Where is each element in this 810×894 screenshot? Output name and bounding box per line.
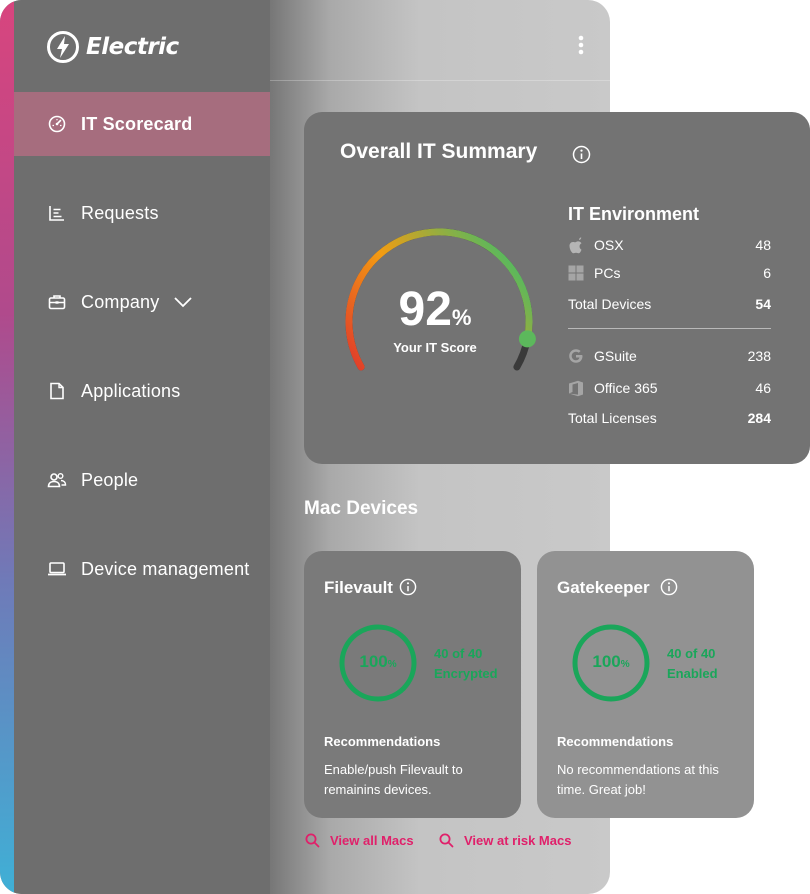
overall-it-summary-card: Overall IT Summary 92% Your IT Score IT … [304, 112, 810, 464]
sidebar-item-label: Requests [81, 202, 159, 223]
env-value: 6 [763, 265, 771, 281]
info-icon[interactable] [660, 578, 678, 596]
search-icon [305, 833, 320, 848]
filevault-progress-ring [339, 624, 417, 702]
gauge-knob [518, 330, 536, 348]
logo-text: Electric [86, 34, 179, 60]
sidebar-item-label: Applications [81, 380, 181, 401]
info-icon[interactable] [399, 578, 417, 596]
more-menu-icon[interactable] [577, 34, 585, 56]
sidebar: Electric IT Scorecard Requests Company [14, 0, 270, 894]
it-score: 92% [304, 282, 566, 337]
recommendations-text: No recommendations at this time. Great j… [557, 762, 719, 797]
progress-percent: 100% [592, 652, 630, 671]
recommendations-title: Recommendations [324, 734, 441, 749]
view-all-macs-link[interactable]: View all Macs [305, 833, 414, 848]
env-value: 48 [755, 237, 771, 253]
env-label: Office 365 [594, 380, 658, 396]
gatekeeper-progress-ring [572, 624, 650, 702]
mac-devices-title: Mac Devices [304, 498, 419, 519]
sidebar-item-label: Device management [81, 558, 250, 579]
card-title: Filevault [324, 578, 393, 597]
document-icon [47, 381, 67, 401]
it-score-gauge [345, 228, 536, 371]
env-value: 238 [747, 348, 771, 364]
sidebar-item-people[interactable]: People [14, 448, 270, 512]
laptop-icon [47, 559, 67, 579]
sidebar-item-label: IT Scorecard [81, 113, 193, 134]
env-row-office-365: Office 365 46 [568, 377, 771, 399]
sidebar-item-label: Company [81, 291, 160, 312]
briefcase-icon [47, 292, 67, 312]
sidebar-item-device-management[interactable]: Device management [14, 537, 270, 601]
header-divider [270, 80, 610, 81]
info-icon[interactable] [572, 145, 591, 164]
env-divider [568, 328, 771, 329]
env-label: PCs [594, 265, 621, 281]
env-row-gsuite: GSuite 238 [568, 345, 771, 367]
filevault-card: Filevault 100% 40 of 40 Encrypted Recomm… [304, 551, 521, 818]
search-icon [439, 833, 454, 848]
office-icon [569, 380, 583, 396]
google-icon [569, 349, 583, 363]
env-row-osx: OSX 48 [568, 234, 771, 256]
link-label: View at risk Macs [464, 833, 572, 848]
env-label: Total Devices [568, 296, 652, 312]
env-label: OSX [594, 237, 624, 253]
env-value: 284 [747, 410, 771, 426]
env-label: Total Licenses [568, 410, 657, 426]
it-score-unit: % [451, 305, 472, 330]
list-icon [47, 203, 67, 223]
sidebar-item-company[interactable]: Company [14, 270, 270, 334]
chevron-down-icon[interactable] [173, 296, 193, 308]
it-score-value: 92 [398, 283, 452, 336]
progress-percent: 100% [359, 652, 397, 671]
progress-caption: 40 of 40 Encrypted [434, 646, 498, 681]
env-row-pcs: PCs 6 [568, 262, 771, 284]
view-at-risk-macs-link[interactable]: View at risk Macs [439, 833, 571, 848]
card-title: Gatekeeper [557, 578, 650, 597]
env-label: GSuite [594, 348, 637, 364]
gatekeeper-card: Gatekeeper 100% 40 of 40 Enabled Recomme… [537, 551, 754, 818]
speedometer-icon [47, 114, 67, 134]
sidebar-item-applications[interactable]: Applications [14, 359, 270, 423]
progress-caption: 40 of 40 Enabled [667, 646, 718, 681]
summary-title: Overall IT Summary [340, 140, 538, 163]
sidebar-item-label: People [81, 469, 139, 490]
sidebar-item-it-scorecard[interactable]: IT Scorecard [14, 92, 270, 156]
env-value: 54 [755, 296, 771, 312]
accent-strip [0, 0, 14, 894]
people-icon [47, 470, 67, 490]
gauge-fill [345, 228, 533, 371]
logo[interactable]: Electric [46, 30, 179, 64]
env-row-total-licenses: Total Licenses 284 [568, 407, 771, 429]
env-value: 46 [755, 380, 771, 396]
sidebar-item-requests[interactable]: Requests [14, 181, 270, 245]
env-row-total-devices: Total Devices 54 [568, 293, 771, 315]
recommendations-text: Enable/push Filevault to remainins devic… [324, 762, 463, 797]
recommendations-title: Recommendations [557, 734, 674, 749]
lightning-bolt-icon [47, 31, 79, 63]
apple-icon [569, 236, 582, 253]
windows-icon [568, 265, 584, 281]
link-label: View all Macs [330, 833, 414, 848]
it-environment-title: IT Environment [568, 204, 700, 224]
it-score-label: Your IT Score [393, 340, 477, 355]
